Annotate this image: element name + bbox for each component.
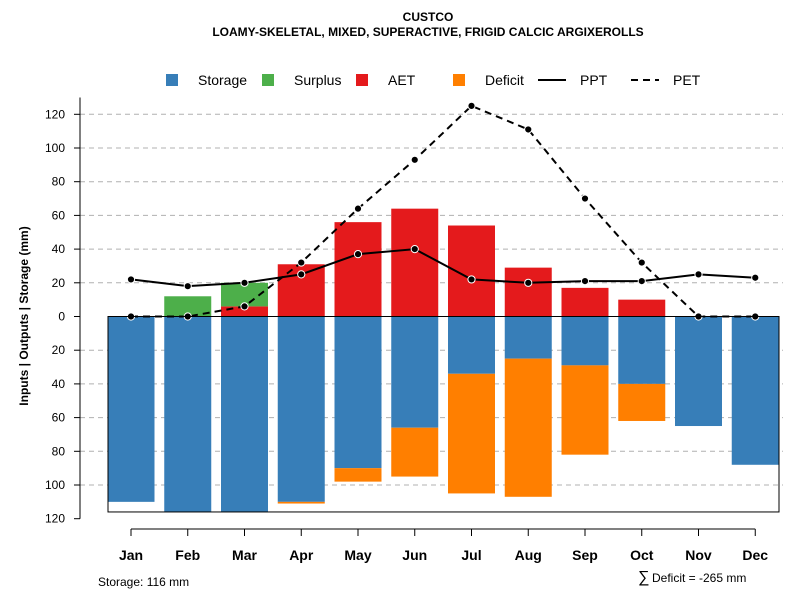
ppt-point-feb	[183, 282, 192, 291]
chart-title: CUSTCO	[403, 10, 454, 24]
x-tick-label-nov: Nov	[685, 547, 712, 563]
deficit-bar-aug	[504, 358, 552, 497]
pet-point-jun	[410, 155, 419, 164]
storage-bar-jul	[448, 316, 495, 374]
pet-point-apr	[297, 258, 306, 267]
surplus-bar-feb	[164, 296, 212, 317]
storage-bar-aug	[504, 316, 552, 359]
ppt-point-dec	[751, 273, 760, 282]
ppt-point-may	[353, 250, 363, 259]
aet-bar-aug	[504, 267, 552, 317]
y-tick-label: 60	[52, 411, 66, 425]
y-tick-label: 20	[52, 343, 66, 357]
aet-bar-mar	[221, 306, 268, 317]
aet-bar-sep	[561, 287, 609, 317]
deficit-bar-sep	[561, 365, 609, 455]
deficit-legend-label: Deficit	[485, 72, 524, 88]
storage-bar-oct	[618, 316, 666, 384]
deficit-footnote: Deficit = -265 mm	[652, 571, 746, 585]
pet-point-oct	[637, 258, 646, 267]
y-tick-label: 80	[52, 175, 66, 189]
y-tick-label: 0	[58, 310, 65, 324]
ppt-point-jun	[410, 245, 419, 254]
legend: Storage Surplus AET Deficit PPT PET	[166, 72, 701, 88]
deficit-bar-may	[334, 468, 382, 482]
pet-point-mar	[240, 302, 249, 311]
storage-bar-jan	[107, 316, 155, 502]
ppt-legend-label: PPT	[580, 72, 608, 88]
ppt-line	[130, 248, 756, 288]
x-tick-label-jan: Jan	[119, 547, 143, 563]
x-tick-label-sep: Sep	[572, 547, 598, 563]
bars	[107, 208, 779, 512]
ppt-point-oct	[637, 277, 646, 286]
pet-line	[131, 104, 756, 318]
y-tick-label: 40	[52, 242, 66, 256]
x-tick-label-dec: Dec	[742, 547, 768, 563]
storage-bar-feb	[164, 316, 212, 512]
x-tick-label-mar: Mar	[232, 547, 257, 563]
deficit-bar-apr	[277, 501, 325, 504]
y-tick-label: 100	[45, 141, 65, 155]
storage-bar-nov	[675, 316, 722, 427]
aet-bar-oct	[618, 299, 666, 317]
storage-bar-dec	[731, 316, 779, 465]
ppt-point-sep	[580, 277, 590, 286]
sum-symbol: ∑	[638, 569, 649, 586]
x-tick-label-oct: Oct	[630, 547, 654, 563]
pet-point-sep	[580, 194, 590, 203]
deficit-bar-oct	[618, 383, 666, 421]
x-tick-label-apr: Apr	[289, 547, 314, 563]
ppt-point-apr	[297, 270, 306, 279]
deficit-legend-swatch	[453, 74, 465, 86]
deficit-bar-jul	[448, 373, 495, 494]
surplus-legend-label: Surplus	[294, 72, 341, 88]
ppt-point-nov	[694, 270, 703, 279]
surplus-bar-mar	[221, 282, 268, 307]
storage-bar-mar	[221, 316, 268, 512]
storage-bar-sep	[561, 316, 609, 366]
aet-legend-swatch	[356, 74, 368, 86]
x-tick-label-feb: Feb	[175, 547, 200, 563]
surplus-legend-swatch	[262, 74, 274, 86]
x-tick-label-aug: Aug	[515, 547, 542, 563]
ppt-point-aug	[524, 278, 533, 287]
y-tick-label: 80	[52, 444, 66, 458]
storage-legend-swatch	[166, 74, 178, 86]
storage-bar-may	[334, 316, 382, 469]
ppt-point-jan	[126, 275, 136, 284]
pet-point-may	[353, 204, 363, 213]
ppt-point-mar	[240, 278, 249, 287]
y-tick-label: 100	[45, 478, 65, 492]
axes: 20 40 60 80 100 120 0 20 40 60 80 100 120 Jan Feb Mar Ap…	[45, 97, 780, 563]
y-tick-label: 120	[45, 107, 65, 121]
storage-bar-apr	[277, 316, 325, 502]
y-tick-label: 120	[45, 512, 65, 526]
chart-subtitle: LOAMY-SKELETAL, MIXED, SUPERACTIVE, FRIG…	[212, 25, 643, 39]
x-tick-label-may: May	[344, 547, 371, 563]
ppt-point-jul	[467, 275, 476, 284]
y-tick-label: 40	[52, 377, 66, 391]
y-tick-label: 60	[52, 208, 66, 222]
pet-point-aug	[524, 125, 533, 134]
pet-point-jul	[467, 101, 476, 110]
y-tick-label: 20	[52, 276, 66, 290]
y-axis-label: Inputs | Outputs | Storage (mm)	[17, 226, 31, 405]
storage-bar-jun	[391, 316, 439, 428]
deficit-bar-jun	[391, 427, 439, 477]
x-tick-label-jun: Jun	[402, 547, 427, 563]
storage-footnote: Storage: 116 mm	[98, 575, 189, 589]
aet-bar-may	[334, 222, 382, 317]
pet-legend-label: PET	[673, 72, 701, 88]
aet-legend-label: AET	[388, 72, 416, 88]
storage-legend-label: Storage	[198, 72, 247, 88]
aet-bar-jun	[391, 208, 439, 317]
x-tick-label-jul: Jul	[461, 547, 481, 563]
